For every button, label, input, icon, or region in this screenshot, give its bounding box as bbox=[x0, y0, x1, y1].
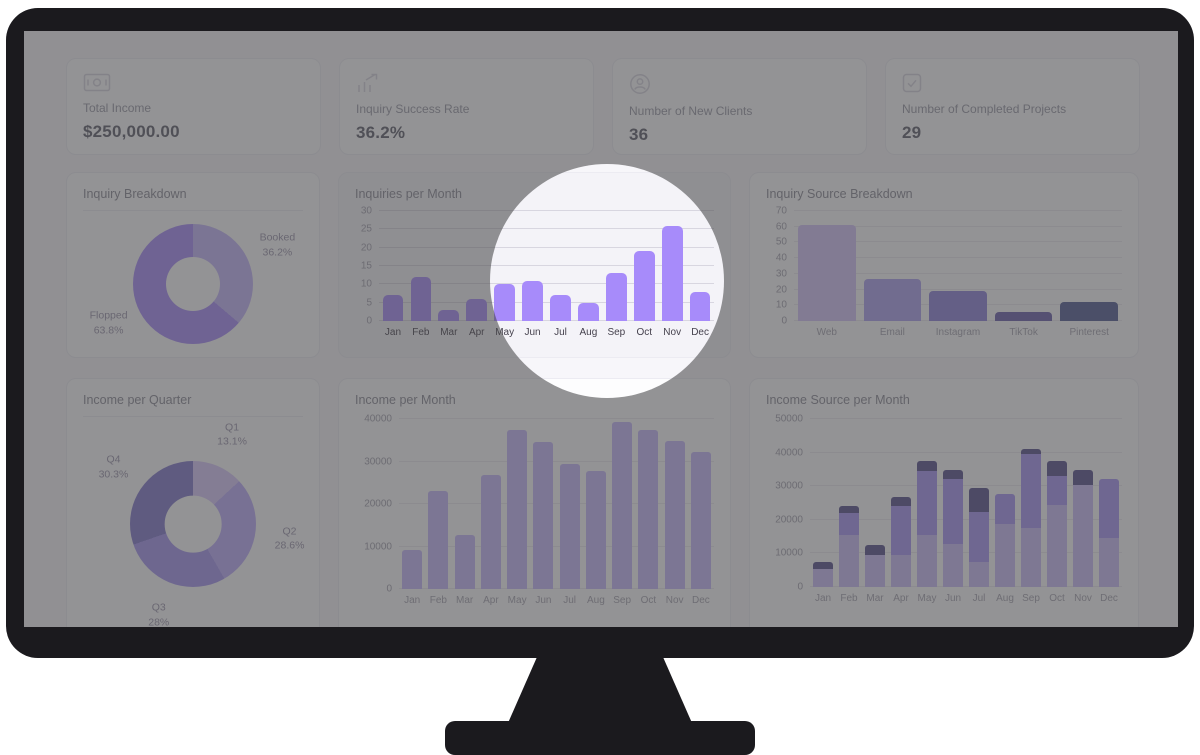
kpi-value: $250,000.00 bbox=[83, 122, 180, 141]
income-per-month-bar-chart: 0 10000 20000 30000 40000 Jan Feb Mar Apr May Jun J… bbox=[355, 414, 714, 606]
kpi-card-new-clients: Number of New Clients 36 bbox=[612, 58, 867, 155]
trend-up-chart-icon bbox=[358, 73, 378, 92]
inquiry-breakdown-card: Inquiry Breakdown Booked 36.2% Flopped 63.8… bbox=[66, 172, 320, 358]
monitor-stand-base bbox=[445, 721, 755, 755]
kpi-card-inquiry-success-rate: Inquiry Success Rate 36.2% bbox=[339, 58, 594, 155]
chart-title: Income per Month bbox=[355, 393, 456, 407]
donut-slice-label: Q2 28.6% bbox=[274, 524, 305, 552]
donut-slice-label: Booked 36.2% bbox=[259, 231, 296, 258]
banknote-icon bbox=[83, 73, 111, 92]
person-circle-icon bbox=[630, 74, 650, 94]
kpi-value: 36 bbox=[629, 125, 649, 144]
kpi-label: Number of Completed Projects bbox=[902, 102, 1067, 116]
donut-slice-label: Flopped 63.8% bbox=[89, 309, 128, 337]
donut-slice-label: Q3 28% bbox=[148, 601, 170, 627]
inquiry-breakdown-donut-chart: Booked 36.2% Flopped 63.8% bbox=[83, 224, 303, 370]
chart-title: Income Source per Month bbox=[766, 393, 910, 407]
income-per-quarter-card: Income per Quarter Q1 13.1% Q2 28.6% Q3 28% Q4… bbox=[66, 378, 320, 627]
divider bbox=[83, 210, 303, 211]
dashboard-screen: Total Income $250,000.00 Inquiry Success… bbox=[24, 31, 1178, 627]
inquiry-source-breakdown-bar-chart: 0 10 20 30 40 50 60 70 Web Email Instagram TikTok Pi… bbox=[766, 206, 1122, 338]
monitor-stand-neck bbox=[508, 656, 692, 723]
kpi-value: 36.2% bbox=[356, 123, 406, 142]
income-per-quarter-donut-chart: Q1 13.1% Q2 28.6% Q3 28% Q4 30.3% bbox=[83, 421, 305, 627]
chart-title: Inquiry Breakdown bbox=[83, 187, 187, 201]
chart-title: Inquiries per Month bbox=[355, 187, 463, 201]
kpi-label: Total Income bbox=[83, 101, 152, 115]
divider bbox=[83, 416, 303, 417]
donut-slice-label: Q4 30.3% bbox=[98, 453, 129, 481]
donut-slice-label: Q1 13.1% bbox=[217, 420, 247, 448]
inquiries-per-month-card: Inquiries per Month 0 5 10 15 20 25 30 Jan Feb Ma… bbox=[338, 172, 731, 358]
kpi-value: 29 bbox=[902, 123, 922, 142]
income-source-per-month-stacked-bar-chart: 0 10000 20000 30000 40000 50000 Jan Feb Mar Apr Ma… bbox=[766, 414, 1122, 604]
chart-title: Inquiry Source Breakdown bbox=[766, 187, 913, 201]
income-per-month-card: Income per Month 0 10000 20000 30000 40000 Ja… bbox=[338, 378, 731, 627]
chart-title: Income per Quarter bbox=[83, 393, 192, 407]
income-source-per-month-card: Income Source per Month 0 10000 20000 30000… bbox=[749, 378, 1139, 627]
kpi-label: Inquiry Success Rate bbox=[356, 102, 470, 116]
kpi-label: Number of New Clients bbox=[629, 104, 753, 118]
kpi-card-total-income: Total Income $250,000.00 bbox=[66, 58, 321, 155]
kpi-card-completed-projects: Number of Completed Projects 29 bbox=[885, 58, 1140, 155]
inquiries-per-month-bar-chart: 0 5 10 15 20 25 30 Jan Feb Mar Apr May Jun Jul Aug Sep O… bbox=[355, 206, 714, 338]
checkbox-check-icon bbox=[902, 73, 922, 93]
inquiry-source-breakdown-card: Inquiry Source Breakdown 0 10 20 30 40 50 60 70… bbox=[749, 172, 1139, 358]
